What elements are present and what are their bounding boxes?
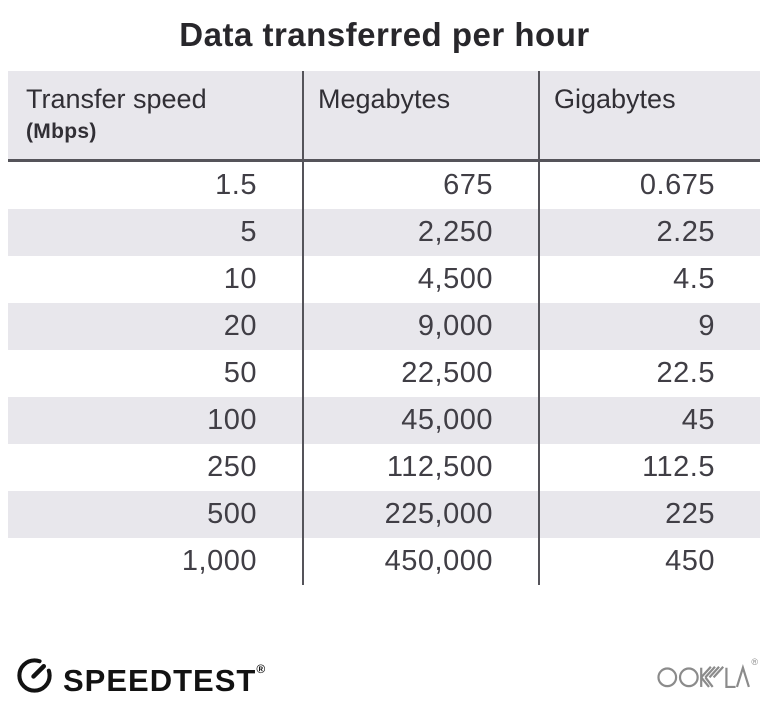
table-cell-speed: 5	[240, 216, 257, 248]
table-cell-gigabytes: 9	[538, 303, 760, 350]
table-cell-gigabytes: 22.5	[538, 350, 760, 397]
table-row: 250 112,500 112.5	[8, 444, 760, 491]
table-cell-gigabytes: 450	[538, 538, 760, 585]
table-row: 1,000 450,000 450	[8, 538, 760, 585]
table-cell-megabytes: 2,250	[302, 209, 538, 256]
table-cell-megabytes: 225,000	[302, 491, 538, 538]
registered-trademark-icon: ®	[751, 657, 758, 667]
table-header-row: Transfer speed (Mbps) Megabytes Gigabyte…	[8, 71, 760, 162]
ookla-wordmark-icon	[657, 659, 751, 692]
table-cell-speed: 20	[223, 310, 257, 342]
table-row: 1.5 675 0.675	[8, 162, 760, 209]
table-cell-megabytes: 675	[302, 162, 538, 209]
table-cell-speed: 250	[207, 451, 257, 483]
table-cell-speed: 500	[207, 498, 257, 530]
table-cell-speed: 1.5	[215, 169, 257, 201]
table-cell-gigabytes: 45	[538, 397, 760, 444]
column-header-label: Gigabytes	[554, 84, 676, 114]
table-cell-megabytes: 4,500	[302, 256, 538, 303]
speedtest-wordmark: SPEEDTEST®	[63, 662, 267, 698]
ookla-logo: ®	[657, 657, 758, 692]
page-title: Data transferred per hour	[179, 16, 590, 53]
table-cell-megabytes: 22,500	[302, 350, 538, 397]
table-cell-speed: 10	[223, 263, 257, 295]
speedtest-gauge-icon	[15, 656, 54, 695]
table-cell-gigabytes: 112.5	[538, 444, 760, 491]
table-cell-gigabytes: 0.675	[538, 162, 760, 209]
table-cell-megabytes: 45,000	[302, 397, 538, 444]
column-header-gigabytes: Gigabytes	[538, 71, 760, 159]
table-row: 20 9,000 9	[8, 303, 760, 350]
speedtest-logo: SPEEDTEST®	[15, 649, 266, 701]
table-cell-megabytes: 112,500	[302, 444, 538, 491]
column-header-transfer-speed: Transfer speed (Mbps)	[8, 71, 302, 159]
data-table: Transfer speed (Mbps) Megabytes Gigabyte…	[8, 71, 760, 585]
table-cell-gigabytes: 4.5	[538, 256, 760, 303]
table-row: 10 4,500 4.5	[8, 256, 760, 303]
table-row: 50 22,500 22.5	[8, 350, 760, 397]
table-cell-speed: 50	[223, 357, 257, 389]
table-cell-speed: 1,000	[181, 545, 257, 577]
column-header-label: Megabytes	[318, 84, 451, 114]
column-header-megabytes: Megabytes	[302, 71, 538, 159]
table-row: 500 225,000 225	[8, 491, 760, 538]
table-body: 1.5 675 0.675 5 2,250 2.25 10 4,500 4.5 …	[8, 162, 760, 585]
registered-trademark-icon: ®	[256, 662, 267, 676]
table-row: 5 2,250 2.25	[8, 209, 760, 256]
column-header-label: Transfer speed	[26, 84, 207, 114]
column-header-unit: (Mbps)	[26, 120, 97, 143]
table-cell-gigabytes: 2.25	[538, 209, 760, 256]
table-cell-megabytes: 9,000	[302, 303, 538, 350]
table-cell-gigabytes: 225	[538, 491, 760, 538]
table-row: 100 45,000 45	[8, 397, 760, 444]
table-cell-speed: 100	[207, 404, 257, 436]
table-cell-megabytes: 450,000	[302, 538, 538, 585]
